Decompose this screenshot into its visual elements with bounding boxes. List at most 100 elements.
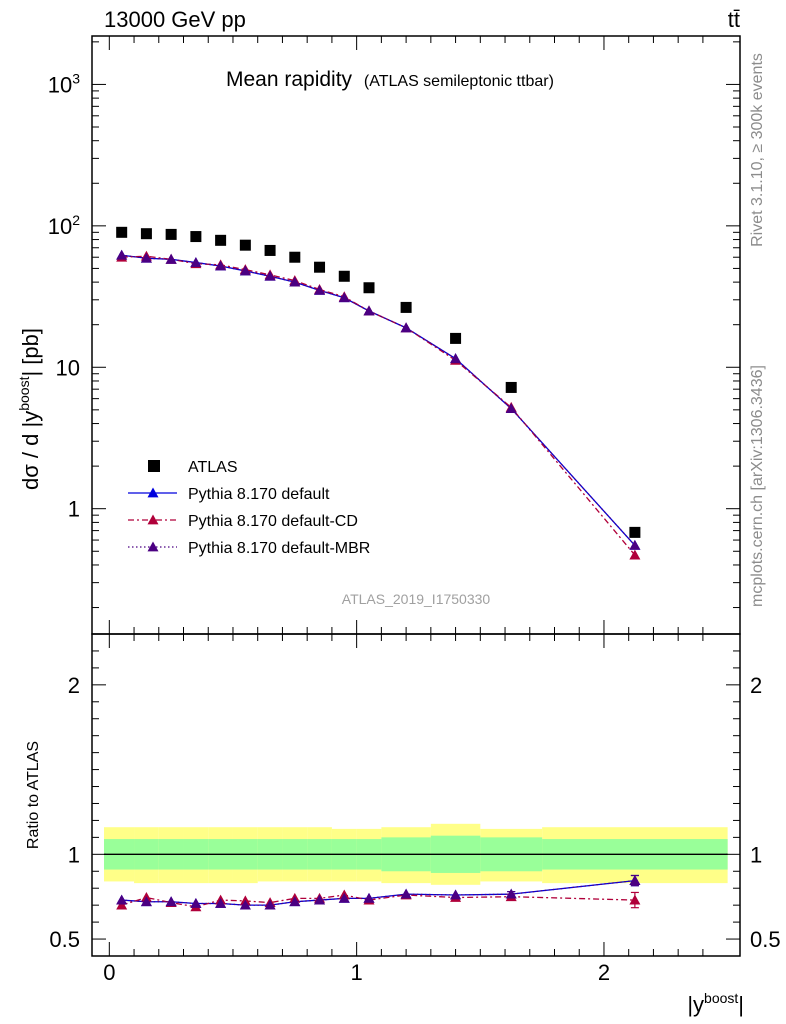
data-point: [505, 381, 517, 393]
data-point: [116, 226, 128, 238]
main-title: Mean rapidity (ATLAS semileptonic ttbar): [226, 68, 554, 91]
ratio-series-line: [121, 879, 635, 906]
series-line: [121, 255, 636, 556]
ratio-data-point: [116, 899, 128, 910]
data-point: [363, 282, 375, 294]
y-tick-label-exponent: 3: [72, 70, 80, 86]
ratio-data-point: [629, 875, 641, 885]
y-tick-label: 0.5: [49, 927, 80, 952]
data-point: [505, 403, 517, 414]
watermark-label: ATLAS_2019_I1750330: [342, 591, 491, 607]
ratio-data-point: [190, 897, 202, 908]
y-tick-label: 1: [68, 497, 80, 522]
y-tick-label: 102: [48, 212, 80, 239]
legend-label: Pythia 8.170 default-MBR: [188, 540, 370, 557]
main-y-axis-label: dσ / d |yboost| [pb]: [16, 328, 43, 490]
ratio-data-point: [289, 896, 301, 907]
legend-label: Pythia 8.170 default-CD: [188, 513, 358, 530]
data-point: [165, 253, 177, 264]
legend-item: ATLAS: [148, 459, 238, 476]
data-point: [338, 292, 350, 303]
main-subtitle-text: (ATLAS semileptonic ttbar): [364, 73, 554, 90]
x-axis-label-main: |y: [687, 992, 704, 1017]
series-atlas: [116, 226, 641, 538]
data-point: [400, 322, 412, 333]
data-point: [190, 231, 202, 243]
ratio-data-point: [314, 894, 326, 905]
y-tick-label-exponent: 2: [72, 212, 80, 228]
data-point: [289, 276, 301, 287]
data-point: [239, 239, 251, 251]
ratio-data-point: [140, 896, 152, 907]
legend-marker: [147, 514, 159, 525]
data-point: [629, 526, 641, 538]
y-tick-label: 103: [48, 70, 80, 97]
data-point: [215, 234, 227, 246]
main-y-axis-label-tail: | [pb]: [18, 328, 43, 377]
legend: ATLAS Pythia 8.170 default Pythia 8.170 de…: [128, 459, 370, 557]
ratio-data-point: [116, 894, 128, 905]
ratio-series-group: [116, 874, 641, 912]
y-tick-label: 2: [68, 673, 80, 698]
main-y-axis-label-sup: boost: [16, 376, 32, 410]
x-tick-label: 1: [351, 960, 363, 985]
ratio-data-point: [239, 899, 251, 910]
y-tick-label: 1: [68, 842, 80, 867]
data-point: [239, 265, 251, 276]
ratio-plot-frame: [91, 633, 741, 957]
header-right-label: tt̄: [728, 7, 740, 32]
data-point: [314, 261, 326, 273]
data-point: [338, 270, 350, 282]
ratio-series-pythia-8-170-default-mbr: [116, 874, 641, 910]
header-left-label: 13000 GeV pp: [104, 7, 246, 32]
ratio-panel: 0.5 0.5 1 1 2 2 0 1 2 Ratio to ATLAS |yboost|: [25, 633, 781, 1017]
x-axis-label-sup: boost: [704, 990, 738, 1006]
y-tick-label-base: 10: [48, 214, 72, 239]
y-tick-label: 10: [56, 355, 80, 380]
data-point: [140, 252, 152, 263]
ratio-data-point: [400, 888, 412, 899]
ratio-series-line: [121, 894, 635, 908]
legend-label: Pythia 8.170 default: [188, 486, 330, 503]
y-tick-label-base: 10: [56, 355, 80, 380]
data-point: [116, 249, 128, 260]
ratio-data-point: [338, 892, 350, 903]
data-point: [264, 244, 276, 256]
y-tick-label-base: 1: [68, 497, 80, 522]
y-tick-label-right: 1: [750, 842, 762, 867]
x-tick-label: 0: [103, 960, 115, 985]
main-tick-marks: [92, 36, 740, 634]
ratio-uncertainty-bands: [104, 823, 728, 885]
ratio-tick-marks: [92, 633, 740, 957]
data-point: [450, 353, 462, 364]
legend-item: Pythia 8.170 default-MBR: [128, 540, 370, 557]
y-tick-label-right: 2: [750, 673, 762, 698]
legend-item: Pythia 8.170 default-CD: [128, 513, 358, 530]
ratio-data-point: [264, 899, 276, 910]
y-tick-label-base: 10: [48, 72, 72, 97]
series-pythia-8-170-default-mbr: [116, 249, 641, 550]
ratio-y-tick-labels: 0.5 0.5 1 1 2 2: [49, 673, 780, 952]
legend-marker: [148, 460, 160, 472]
ratio-data-point: [363, 892, 375, 903]
ratio-series-line: [121, 879, 635, 906]
series-pythia-8-170-default: [116, 249, 641, 550]
data-point: [363, 305, 375, 316]
x-axis-label-tail: |: [738, 992, 744, 1017]
x-tick-label: 2: [598, 960, 610, 985]
data-point: [314, 284, 326, 295]
legend-label: ATLAS: [188, 459, 238, 476]
ratio-y-axis-label: Ratio to ATLAS: [25, 741, 42, 849]
legend-marker: [147, 487, 159, 498]
legend-marker: [147, 541, 159, 552]
main-title-text: Mean rapidity: [226, 68, 353, 91]
ratio-data-point: [450, 889, 462, 900]
ratio-data-point: [505, 888, 517, 899]
data-point: [264, 270, 276, 281]
data-point: [629, 539, 641, 550]
ratio-data-point: [215, 897, 227, 908]
legend-item: Pythia 8.170 default: [128, 486, 330, 503]
